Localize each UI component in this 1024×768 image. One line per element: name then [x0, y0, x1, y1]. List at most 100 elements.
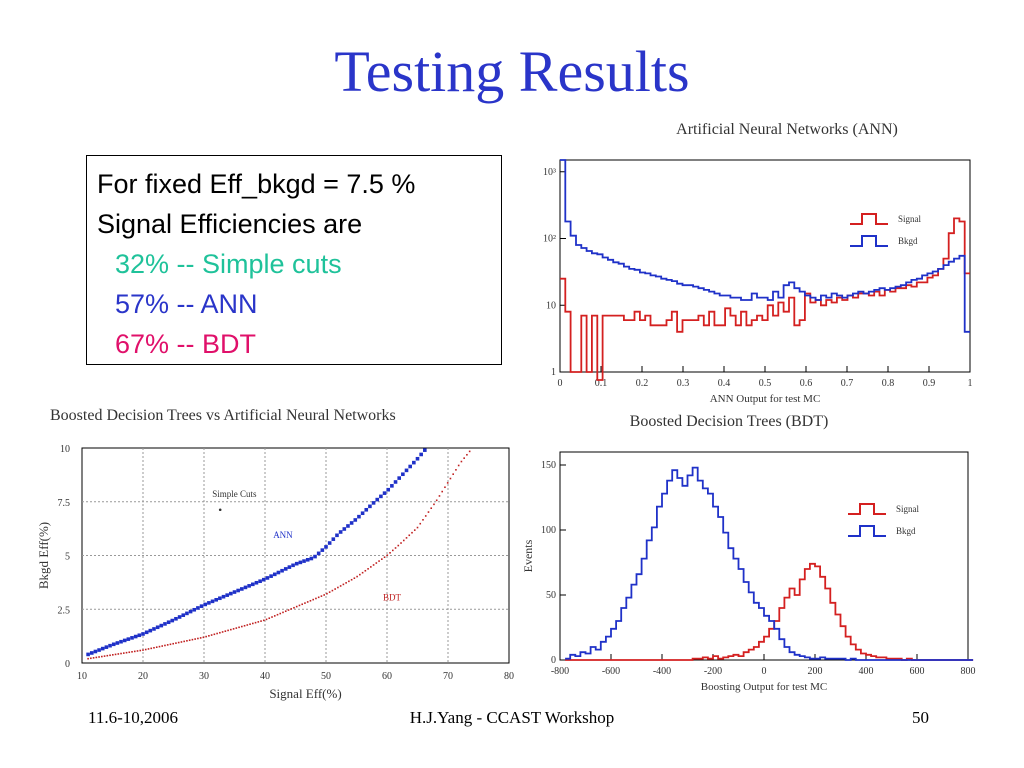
eff-point-ann — [243, 585, 248, 590]
eff-xtick-label: 40 — [260, 671, 270, 682]
eff-point-ann — [163, 622, 167, 626]
eff-point-bdt — [298, 604, 301, 607]
eff-point-bdt — [254, 621, 257, 624]
eff-point-ann — [291, 563, 295, 568]
eff-point-bdt — [416, 526, 419, 529]
ann-ytick-label: 10² — [543, 234, 556, 245]
eff-point-bdt — [164, 644, 166, 647]
bdt-xtick-label: 0 — [762, 666, 767, 677]
ann-xtick-label: 0.2 — [636, 378, 649, 389]
eff-point-ann — [207, 601, 211, 605]
eff-point-bdt — [455, 469, 457, 471]
ann-legend-label: Signal — [898, 214, 922, 224]
eff-point-bdt — [122, 652, 125, 654]
eff-point-ann — [397, 476, 401, 480]
eff-point-bdt — [202, 636, 205, 639]
ann-title: Artificial Neural Networks (ANN) — [676, 121, 898, 138]
ann-xtick-label: 0.3 — [677, 378, 690, 389]
eff-point-ann — [331, 537, 336, 541]
eff-point-bdt — [394, 547, 397, 549]
eff-point-bdt — [449, 477, 452, 480]
eff-point-ann — [283, 567, 288, 571]
eff-point-bdt — [339, 585, 342, 587]
eff-point-ann — [130, 636, 134, 640]
eff-point-bdt — [271, 616, 273, 618]
eff-point-bdt — [282, 611, 284, 614]
eff-point-ann — [152, 627, 156, 631]
eff-point-bdt — [257, 621, 260, 623]
eff-point-ann — [214, 597, 218, 602]
eff-point-bdt — [114, 653, 117, 656]
eff-point-ann — [305, 558, 310, 562]
bdt-series-signal — [565, 562, 974, 661]
eff-point-bdt — [375, 562, 378, 564]
bdt-xtick-label: 200 — [808, 666, 823, 677]
eff-point-ann — [111, 642, 116, 647]
bdt-ytick-label: 100 — [541, 525, 556, 536]
eff-point-bdt — [446, 482, 449, 484]
ann-legend-swatch — [850, 235, 888, 247]
eff-point-ann — [335, 533, 339, 538]
eff-point-bdt — [175, 642, 177, 644]
eff-point-ann — [309, 556, 314, 561]
eff-point-bdt — [457, 464, 460, 467]
eff-point-bdt — [133, 650, 136, 653]
eff-point-bdt — [265, 618, 268, 621]
eff-xtick-label: 10 — [77, 671, 87, 682]
eff-xtick-label: 60 — [382, 671, 392, 682]
eff-point-bdt — [411, 531, 413, 534]
eff-point-bdt — [413, 529, 416, 531]
eff-point-bdt — [169, 643, 172, 646]
eff-point-bdt — [262, 619, 265, 622]
ann-xtick-label: 1 — [968, 378, 973, 389]
eff-frame — [81, 447, 510, 664]
eff-point-bdt — [109, 654, 111, 657]
bdt-ytick-label: 0 — [551, 655, 556, 666]
eff-point-ann — [108, 643, 112, 648]
eff-point-ann — [203, 602, 208, 607]
eff-point-ann — [155, 625, 160, 630]
eff-point-bdt — [287, 609, 290, 611]
eff-point-bdt — [112, 654, 114, 656]
eff-point-bdt — [397, 544, 400, 547]
eff-point-ann — [287, 565, 292, 569]
eff-point-bdt — [408, 534, 411, 537]
eff-point-bdt — [383, 556, 386, 559]
eff-point-bdt — [194, 638, 196, 640]
info-item-bdt: 67% -- BDT — [115, 329, 257, 359]
ann-xtick-label: 0 — [558, 378, 563, 389]
eff-point-ann — [144, 630, 149, 635]
bdt-xtick-label: -400 — [653, 666, 671, 677]
eff-point-bdt — [199, 637, 202, 639]
eff-xtick-label: 30 — [199, 671, 209, 682]
eff-point-bdt — [227, 629, 229, 632]
eff-point-bdt — [284, 610, 287, 613]
eff-point-ann — [225, 593, 229, 597]
eff-point-ann — [327, 541, 332, 545]
eff-point-ann — [141, 632, 145, 636]
eff-xtick-label: 20 — [138, 671, 148, 682]
eff-point-ann — [298, 560, 303, 565]
eff-point-ann — [390, 484, 394, 488]
eff-point-bdt — [391, 549, 394, 552]
eff-point-ann — [122, 638, 127, 643]
eff-point-bdt — [438, 495, 441, 497]
eff-point-ann — [188, 609, 193, 614]
eff-point-ann — [401, 472, 405, 477]
eff-point-bdt — [301, 603, 304, 606]
eff-point-ann — [93, 649, 98, 654]
eff-point-ann — [174, 616, 178, 621]
eff-point-bdt — [276, 613, 279, 616]
eff-point-bdt — [304, 602, 306, 604]
eff-point-bdt — [246, 624, 249, 626]
eff-point-bdt — [238, 626, 240, 629]
eff-point-bdt — [219, 631, 221, 634]
bdt-legend-swatch — [848, 525, 886, 537]
eff-point-ann — [415, 456, 420, 461]
eff-point-ann — [272, 572, 277, 577]
ann-series-bkgd — [560, 159, 970, 333]
eff-annotation-simple-cuts: Simple Cuts — [212, 489, 257, 499]
eff-point-ann — [166, 620, 171, 625]
eff-point-bdt — [331, 589, 334, 592]
